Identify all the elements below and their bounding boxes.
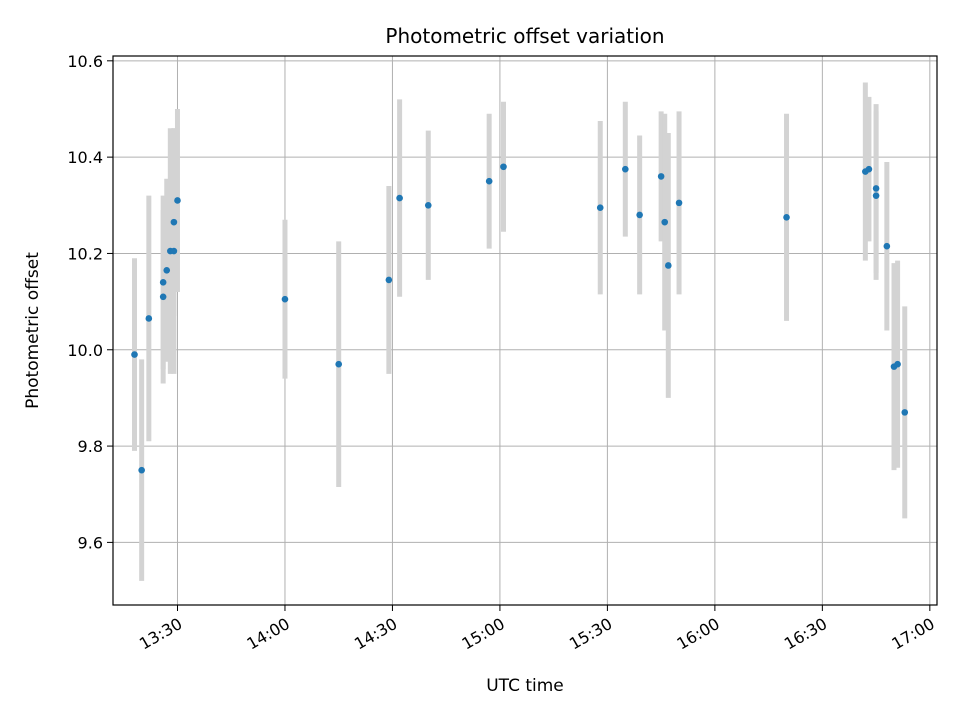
y-tick-label: 10.2: [67, 244, 103, 263]
data-point: [163, 267, 171, 274]
data-point: [385, 276, 393, 284]
y-tick-label: 9.6: [78, 533, 103, 552]
data-point: [159, 293, 167, 301]
data-point: [335, 360, 343, 368]
y-tick-label: 10.6: [67, 52, 103, 71]
data-point: [485, 177, 493, 185]
y-axis-title: Photometric offset: [23, 252, 43, 409]
data-point: [783, 214, 790, 221]
data-point: [865, 165, 873, 173]
data-point: [636, 211, 643, 219]
y-axis-ticks: 9.6 9.8 10.0 10.2 10.4 10.6: [67, 52, 113, 552]
data-point: [174, 197, 181, 204]
data-point: [131, 351, 138, 358]
data-point: [661, 218, 669, 226]
data-point: [500, 163, 507, 171]
data-point: [665, 262, 672, 269]
plot-frame: [112, 55, 938, 606]
chart-title: Photometric offset variation: [385, 24, 664, 48]
data-point: [901, 409, 909, 416]
data-point: [657, 173, 665, 180]
data-point: [872, 185, 880, 192]
y-tick-label: 9.8: [78, 437, 103, 456]
grid-lines: [113, 56, 937, 605]
data-point: [424, 201, 432, 209]
data-point: [145, 315, 153, 322]
x-axis-title: UTC time: [486, 676, 564, 696]
data-point: [675, 199, 683, 207]
data-point: [159, 279, 167, 286]
data-point: [622, 165, 629, 173]
y-tick-label: 10.4: [67, 148, 103, 167]
y-tick-label: 10.0: [67, 341, 103, 360]
data-point: [138, 466, 145, 474]
data-point: [170, 218, 178, 226]
data-point: [170, 247, 178, 255]
data-point: [281, 295, 289, 303]
data-points: [131, 163, 909, 474]
data-point: [883, 242, 891, 250]
data-point: [872, 192, 880, 199]
data-point: [396, 194, 403, 202]
data-point: [596, 204, 604, 211]
data-point: [894, 360, 901, 368]
